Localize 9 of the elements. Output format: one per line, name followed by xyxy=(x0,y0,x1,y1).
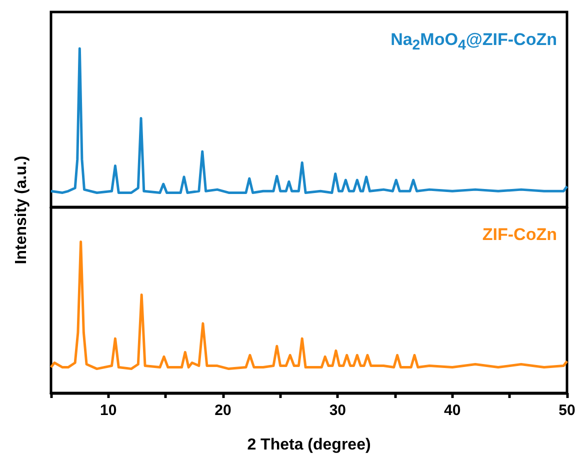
y-axis-title: Intensity (a.u.) xyxy=(13,156,31,264)
x-tick-label: 50 xyxy=(558,402,576,419)
text: ZIF-CoZn xyxy=(482,225,557,245)
x-tick-label: 40 xyxy=(444,402,461,419)
text: Na$_{2}$MoO$_{4}$@ZIF-CoZn xyxy=(390,30,557,54)
x-axis-title: 2 Theta (degree) xyxy=(247,436,371,454)
x-tick-label: 10 xyxy=(100,402,117,419)
x-tick-label: 30 xyxy=(329,402,346,419)
x-tick-label: 20 xyxy=(214,402,232,419)
